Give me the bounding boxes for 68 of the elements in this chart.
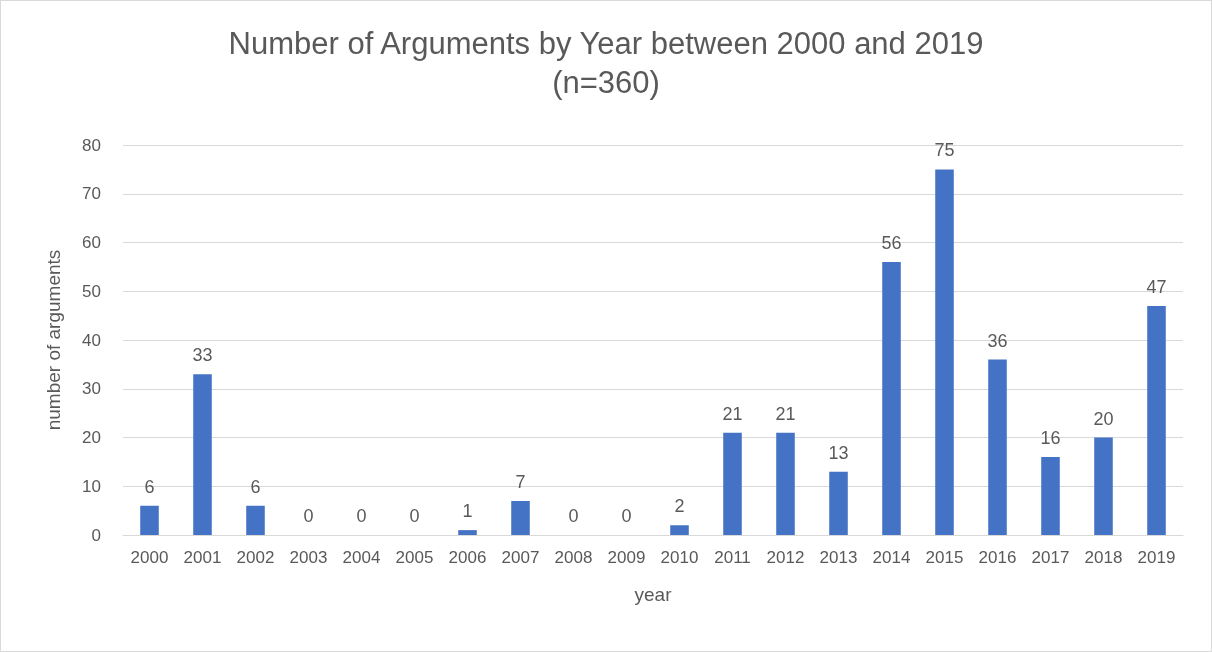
data-label: 0 [303, 506, 314, 526]
x-tick-label: 2010 [660, 548, 699, 567]
x-tick-label: 2006 [448, 548, 487, 567]
data-label: 0 [621, 506, 632, 526]
x-tick-label: 2011 [714, 548, 751, 567]
data-label: 6 [250, 476, 261, 497]
data-label: 36 [987, 330, 1008, 351]
x-tick-label: 2014 [872, 548, 911, 567]
bar [1094, 437, 1113, 535]
x-tick-label: 2000 [130, 548, 169, 567]
chart-subtitle: (n=360) [552, 65, 660, 100]
bar [776, 432, 795, 535]
x-tick-label: 2001 [183, 548, 222, 567]
bar [829, 471, 848, 535]
x-tick-label: 2017 [1031, 548, 1070, 567]
bar [882, 262, 901, 535]
bar [140, 505, 159, 535]
x-tick-label: 2016 [978, 548, 1017, 567]
bar [458, 530, 477, 535]
y-tick-label: 80 [82, 135, 101, 155]
bar [193, 374, 212, 535]
x-tick-label: 2008 [554, 548, 593, 567]
y-axis-title: number of arguments [43, 249, 64, 431]
y-tick-label: 0 [91, 525, 101, 545]
chart-title: Number of Arguments by Year between 2000 and 2019 [228, 26, 984, 61]
data-label: 21 [775, 403, 796, 424]
data-label: 0 [356, 506, 367, 526]
data-label: 0 [568, 506, 579, 526]
data-label: 2 [674, 496, 685, 517]
data-label: 47 [1146, 276, 1167, 297]
data-label: 6 [144, 476, 155, 497]
y-tick-label: 20 [82, 428, 101, 447]
x-tick-label: 2013 [819, 548, 858, 567]
data-label: 33 [192, 345, 213, 366]
data-label: 21 [722, 403, 743, 424]
x-axis-title: year [634, 584, 673, 605]
bar [935, 169, 954, 535]
bar [723, 432, 742, 535]
x-tick-label: 2019 [1137, 548, 1176, 567]
data-label: 75 [934, 140, 955, 161]
x-tick-label: 2012 [766, 548, 805, 567]
data-label: 16 [1040, 428, 1061, 448]
x-tick-label: 2015 [925, 548, 964, 567]
data-label: 13 [828, 442, 849, 463]
bar [1041, 457, 1060, 535]
x-tick-label: 2018 [1084, 548, 1123, 567]
bar [1147, 305, 1166, 535]
bar [670, 525, 689, 535]
data-label: 56 [881, 233, 902, 253]
bar [246, 505, 265, 535]
data-label: 1 [462, 501, 473, 522]
x-tick-label: 2003 [289, 548, 328, 567]
data-label: 20 [1093, 408, 1114, 429]
y-tick-label: 40 [82, 330, 101, 350]
y-tick-label: 70 [82, 184, 101, 204]
y-tick-label: 30 [82, 379, 101, 399]
bar [988, 359, 1007, 535]
bar [511, 500, 530, 535]
y-tick-label: 10 [82, 476, 101, 496]
x-tick-label: 2005 [395, 548, 434, 567]
x-tick-label: 2007 [501, 548, 540, 567]
x-tick-label: 2004 [342, 548, 381, 567]
x-tick-label: 2002 [236, 548, 275, 567]
data-label: 0 [409, 506, 420, 526]
x-tick-label: 2009 [607, 548, 646, 567]
y-tick-label: 50 [82, 281, 101, 301]
data-label: 7 [515, 471, 526, 492]
y-tick-label: 60 [82, 233, 101, 252]
